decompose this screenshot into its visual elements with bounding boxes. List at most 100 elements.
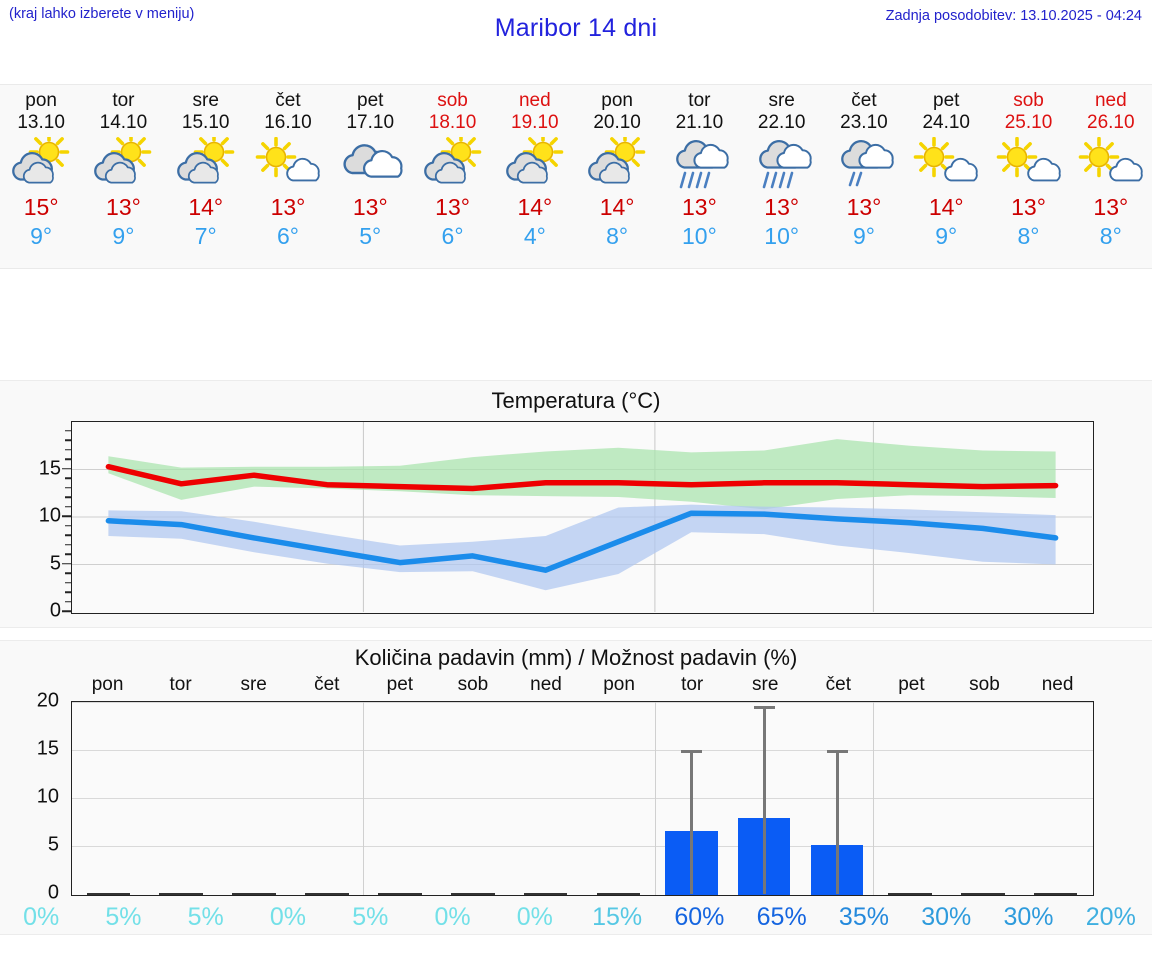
temperature-axis-tick xyxy=(62,562,71,565)
day-name: sre xyxy=(768,90,795,111)
precipitation-bar[interactable] xyxy=(378,893,422,895)
precipitation-probability-label: 5% xyxy=(105,903,142,931)
day-date: 17.10 xyxy=(346,112,395,133)
temperature-axis-tick xyxy=(65,505,71,508)
precipitation-gridline xyxy=(72,750,1093,751)
precipitation-y-tick-label: 0 xyxy=(47,881,59,904)
day-name: pon xyxy=(25,90,57,111)
precipitation-bar[interactable] xyxy=(305,893,349,895)
day-column-7[interactable]: pon 20.10 14° 8° xyxy=(576,85,658,268)
temperature-axis-tick xyxy=(65,591,71,593)
day-column-2[interactable]: sre 15.10 14° 7° xyxy=(165,85,247,268)
precipitation-error-cap xyxy=(753,705,775,709)
precipitation-bar[interactable] xyxy=(596,893,641,895)
day-column-11[interactable]: pet 24.10 14° 9° xyxy=(905,85,987,268)
sun-small-cloud-icon xyxy=(1075,137,1147,189)
day-high-temp: 13° xyxy=(764,194,800,220)
day-high-temp: 14° xyxy=(599,194,635,220)
precipitation-bar[interactable] xyxy=(232,893,276,895)
day-column-6[interactable]: ned 19.10 14° 4° xyxy=(494,85,576,268)
precipitation-bar[interactable] xyxy=(86,893,131,895)
day-low-temp: 5° xyxy=(359,223,382,249)
sun-behind-cloud-icon xyxy=(5,137,77,189)
page-header: (kraj lahko izberete v meniju) Maribor 1… xyxy=(0,0,1152,62)
day-column-8[interactable]: tor 21.10 13° 10° xyxy=(658,85,740,268)
day-date: 15.10 xyxy=(181,112,230,133)
temperature-y-axis: 0 5 10 15 xyxy=(0,421,71,622)
day-low-temp: 4° xyxy=(523,223,546,249)
day-name: čet xyxy=(275,90,301,111)
precipitation-day-label: pet xyxy=(386,674,414,695)
day-name: sob xyxy=(437,90,468,111)
precipitation-bar[interactable] xyxy=(159,893,204,895)
day-column-0[interactable]: pon 13.10 15° 9° xyxy=(0,85,82,268)
sun-behind-cloud-icon xyxy=(499,137,571,189)
precipitation-day-label: sre xyxy=(240,674,267,695)
day-high-temp: 13° xyxy=(1011,194,1046,220)
day-low-temp: 10° xyxy=(764,223,800,249)
temperature-axis-tick xyxy=(65,448,71,451)
day-date: 24.10 xyxy=(922,112,970,133)
temperature-axis-tick xyxy=(65,429,71,432)
day-column-12[interactable]: sob 25.10 13° 8° xyxy=(987,85,1069,268)
precipitation-error-bar xyxy=(762,705,766,894)
precipitation-probability-label: 0% xyxy=(269,903,307,931)
day-low-temp: 8° xyxy=(606,223,629,249)
precipitation-probability-label: 0% xyxy=(516,903,553,931)
day-low-temp: 6° xyxy=(441,223,464,249)
day-low-temp: 10° xyxy=(682,223,717,249)
precipitation-day-label: ned xyxy=(530,674,562,695)
day-column-4[interactable]: pet 17.10 13° 5° xyxy=(329,85,411,268)
precipitation-day-label: pon xyxy=(91,674,124,695)
page-title: Maribor 14 dni xyxy=(494,14,658,42)
precipitation-error-cap xyxy=(826,750,848,753)
precipitation-day-label: sob xyxy=(457,674,489,695)
temperature-axis-tick xyxy=(65,534,71,536)
temperature-axis-tick xyxy=(65,458,71,460)
day-column-3[interactable]: čet 16.10 13° 6° xyxy=(247,85,329,268)
temperature-axis-tick xyxy=(65,600,71,603)
precipitation-error-bar xyxy=(835,750,839,894)
day-high-temp: 13° xyxy=(270,194,306,220)
precipitation-bar[interactable] xyxy=(1033,893,1078,895)
temperature-axis-tick xyxy=(65,572,71,574)
day-high-temp: 14° xyxy=(928,194,964,220)
day-high-temp: 14° xyxy=(188,194,224,220)
precipitation-day-label: sob xyxy=(969,674,1000,695)
precipitation-bar[interactable] xyxy=(888,893,932,895)
day-column-1[interactable]: tor 14.10 13° 9° xyxy=(82,85,164,268)
precipitation-bar[interactable] xyxy=(450,893,495,895)
day-low-temp: 8° xyxy=(1099,223,1122,249)
temperature-axis-tick xyxy=(65,439,71,441)
temperature-axis-tick xyxy=(62,467,71,470)
precipitation-chart-title: Količina padavin (mm) / Možnost padavin … xyxy=(354,645,798,670)
day-name: pon xyxy=(601,90,633,111)
day-name: ned xyxy=(1094,90,1127,111)
precipitation-probability-label: 65% xyxy=(756,903,807,931)
precipitation-bar[interactable] xyxy=(960,893,1005,895)
precipitation-probability-label: 0% xyxy=(434,903,471,931)
rain-icon xyxy=(746,137,818,189)
day-column-5[interactable]: sob 18.10 13° 6° xyxy=(411,85,493,268)
precipitation-bar[interactable] xyxy=(523,893,568,895)
day-column-13[interactable]: ned 26.10 13° 8° xyxy=(1070,85,1152,268)
day-date: 16.10 xyxy=(264,112,312,133)
precipitation-gridline-v xyxy=(363,702,365,895)
day-high-temp: 15° xyxy=(23,194,59,220)
day-column-10[interactable]: čet 23.10 13° 9° xyxy=(823,85,905,268)
day-column-9[interactable]: sre 22.10 13° 10° xyxy=(741,85,823,268)
temperature-chart-title: Temperatura (°C) xyxy=(491,388,661,413)
day-date: 25.10 xyxy=(1004,112,1053,133)
menu-hint-text: (kraj lahko izberete v meniju) xyxy=(9,6,195,22)
sun-small-cloud-icon xyxy=(910,137,982,189)
precipitation-error-cap xyxy=(680,750,702,753)
temperature-y-tick-label: 0 xyxy=(49,599,61,622)
day-date: 13.10 xyxy=(17,112,65,133)
day-low-temp: 9° xyxy=(852,223,875,249)
day-high-temp: 13° xyxy=(106,194,141,220)
day-date: 19.10 xyxy=(511,112,559,133)
day-high-temp: 14° xyxy=(517,194,553,220)
day-date: 18.10 xyxy=(428,112,477,133)
precipitation-day-label: tor xyxy=(169,674,192,695)
